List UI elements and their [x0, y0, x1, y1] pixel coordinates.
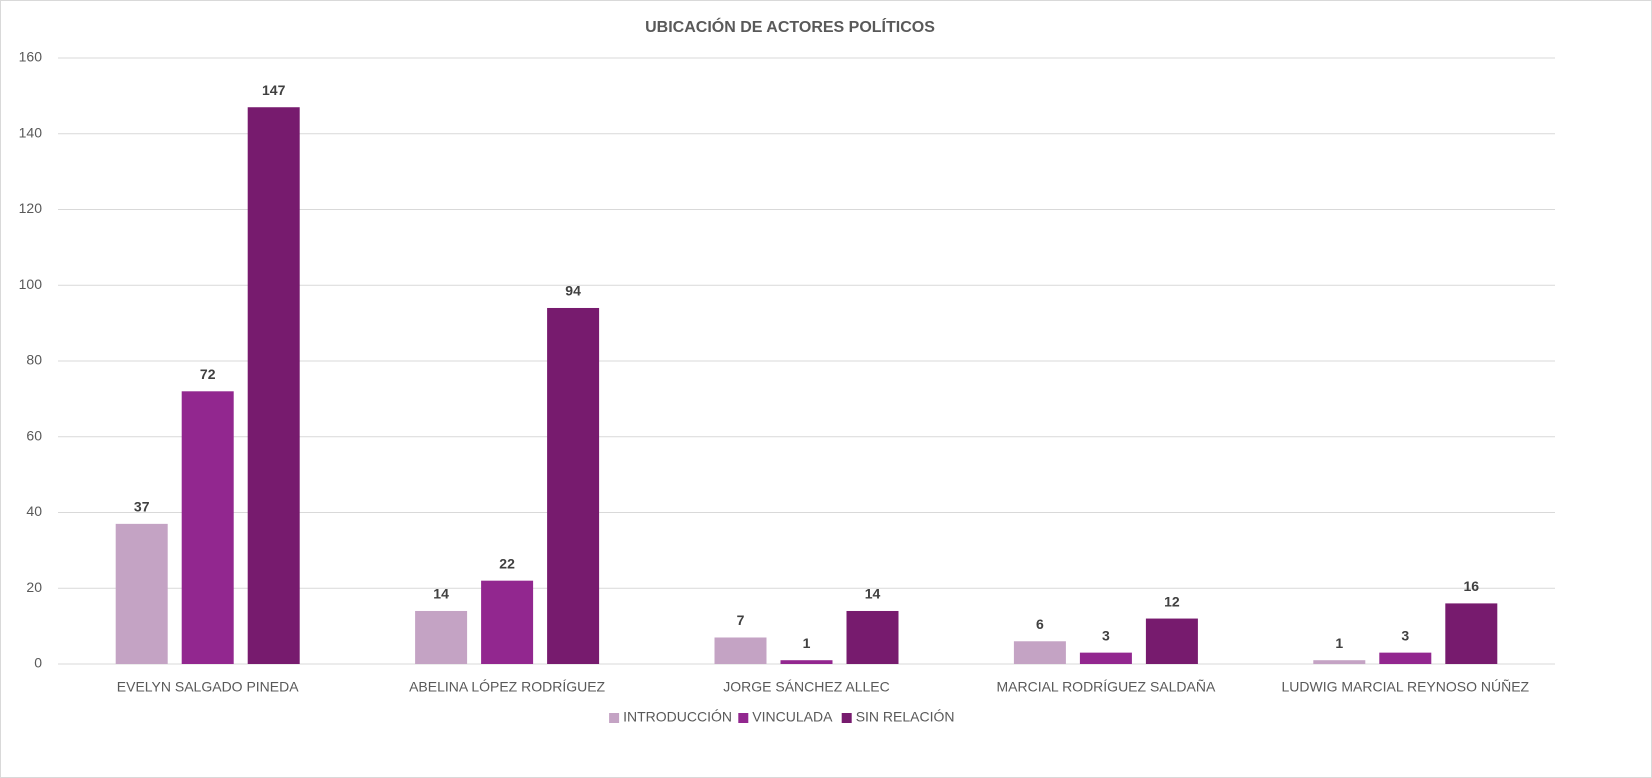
bar	[714, 637, 767, 664]
bar	[181, 391, 234, 664]
x-tick-label: LUDWIG MARCIAL REYNOSO NÚÑEZ	[1281, 679, 1529, 695]
y-tick-label: 160	[19, 49, 43, 65]
data-label: 94	[565, 283, 581, 299]
data-label: 1	[1335, 635, 1343, 651]
y-tick-label: 60	[26, 427, 42, 443]
data-label: 1	[803, 635, 811, 651]
x-tick-label: ABELINA LÓPEZ RODRÍGUEZ	[409, 679, 605, 695]
y-tick-label: 120	[19, 200, 43, 216]
data-label: 3	[1102, 627, 1110, 643]
y-tick-label: 40	[26, 503, 42, 519]
bar	[547, 307, 600, 664]
bar	[846, 610, 899, 664]
data-label: 14	[865, 586, 881, 602]
y-tick-label: 80	[26, 352, 42, 368]
data-label: 12	[1164, 593, 1180, 609]
legend-swatch	[738, 713, 749, 723]
data-label: 6	[1036, 616, 1044, 632]
bar	[1079, 652, 1132, 664]
data-label: 37	[134, 499, 150, 515]
data-label: 72	[200, 366, 216, 382]
legend-label: INTRODUCCIÓN	[623, 709, 732, 725]
data-label: 22	[499, 555, 515, 571]
bar	[780, 660, 833, 664]
y-tick-label: 140	[19, 124, 43, 140]
bar	[1445, 603, 1498, 664]
x-tick-label: EVELYN SALGADO PINEDA	[117, 679, 299, 695]
data-label: 3	[1401, 627, 1409, 643]
data-label: 14	[433, 586, 449, 602]
legend-swatch	[841, 713, 852, 723]
bar	[1145, 618, 1198, 664]
bar	[415, 610, 468, 664]
bar	[481, 580, 534, 664]
bar	[1379, 652, 1432, 664]
legend-label: SIN RELACIÓN	[856, 709, 955, 725]
legend-label: VINCULADA	[752, 709, 833, 725]
y-tick-label: 0	[34, 655, 42, 671]
bar	[1313, 660, 1366, 664]
chart-title: UBICACIÓN DE ACTORES POLÍTICOS	[645, 17, 935, 36]
legend-swatch	[609, 713, 620, 723]
y-tick-label: 20	[26, 579, 42, 595]
bar	[247, 107, 300, 665]
x-tick-label: MARCIAL RODRÍGUEZ SALDAÑA	[996, 679, 1216, 695]
data-label: 7	[737, 612, 745, 628]
bar	[1013, 641, 1066, 664]
bar	[115, 523, 168, 664]
data-label: 147	[262, 82, 286, 98]
data-label: 16	[1464, 578, 1480, 594]
x-tick-label: JORGE SÁNCHEZ ALLEC	[723, 679, 890, 695]
y-tick-label: 100	[19, 276, 43, 292]
